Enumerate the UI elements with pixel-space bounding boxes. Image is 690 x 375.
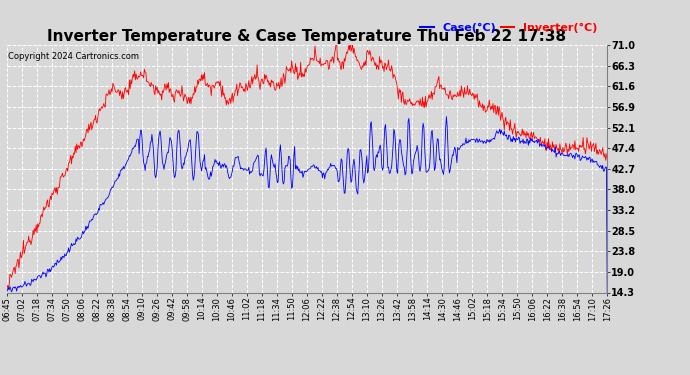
Text: Copyright 2024 Cartronics.com: Copyright 2024 Cartronics.com	[8, 53, 139, 62]
Title: Inverter Temperature & Case Temperature Thu Feb 22 17:38: Inverter Temperature & Case Temperature …	[48, 29, 566, 44]
Legend: Case(°C), Inverter(°C): Case(°C), Inverter(°C)	[416, 18, 602, 38]
